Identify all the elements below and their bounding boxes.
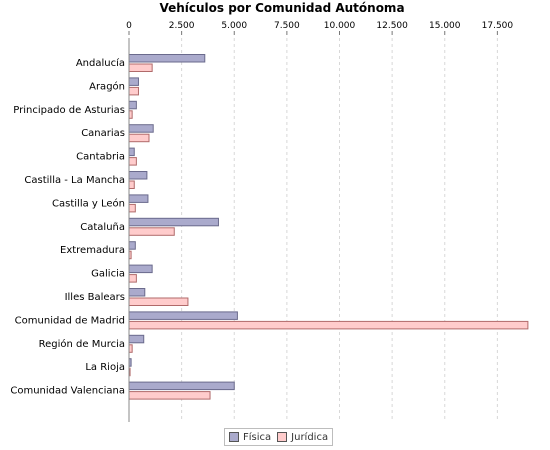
category-label: Comunidad Valenciana [10, 386, 125, 397]
legend-label-fisica: Física [243, 431, 272, 443]
category-label: Illes Balears [65, 292, 125, 303]
x-axis-ticks: 0 2.500 5.000 7.500 10.000 12.500 15.000 17.500 [126, 21, 513, 35]
bar-juridica [128, 86, 139, 96]
bar-juridica [128, 297, 189, 306]
legend-label-juridica: Jurídica [291, 431, 329, 443]
legend-item-juridica: Jurídica [277, 432, 328, 443]
bar-fisica [128, 147, 135, 157]
bar-fisica [128, 54, 206, 63]
x-tick-label: 0 [126, 21, 132, 31]
grid-lines [181, 38, 498, 422]
bar-fisica [128, 171, 148, 180]
category-label: Región de Murcia [39, 338, 125, 350]
bar-fisica [128, 381, 235, 391]
category-label: Castilla y León [52, 197, 125, 209]
category-label: Andalucía [76, 57, 125, 69]
bar-fisica [128, 334, 145, 344]
bar-juridica [128, 391, 211, 400]
bar-juridica [128, 157, 137, 166]
bar-fisica [128, 124, 154, 133]
bar-fisica [128, 288, 146, 297]
category-label: Aragón [89, 80, 125, 92]
bar-juridica [128, 320, 529, 330]
category-label: Canarias [81, 128, 125, 139]
chart-title: Vehículos por Comunidad Autónoma [159, 1, 404, 15]
x-tick-label: 2.500 [169, 21, 195, 31]
category-label: Extremadura [60, 245, 125, 256]
category-label: Comunidad de Madrid [15, 315, 125, 326]
bar-fisica [128, 241, 136, 250]
x-tick-label: 5.000 [221, 21, 247, 31]
bar-juridica [128, 180, 135, 189]
x-tick-label: 10.000 [324, 21, 356, 31]
category-label: Galicia [91, 269, 125, 280]
x-tick-label: 17.500 [482, 21, 514, 31]
bar-fisica [128, 77, 139, 86]
bar-fisica [128, 217, 219, 227]
category-labels: Andalucía Aragón Principado de Asturias Can… [10, 57, 125, 397]
bar-juridica [128, 274, 137, 283]
x-tick-label: 7.500 [274, 21, 300, 31]
legend-swatch-fisica [229, 432, 239, 442]
legend-item-fisica: Física [229, 432, 271, 443]
category-label: La Rioja [85, 362, 125, 373]
category-label: Cantabria [76, 152, 125, 163]
bar-juridica [128, 63, 153, 72]
x-tick-label: 15.000 [429, 21, 461, 31]
bar-juridica [128, 203, 136, 213]
legend-swatch-juridica [277, 432, 288, 442]
category-label: Castilla - La Mancha [24, 175, 125, 186]
x-tick-label: 12.500 [376, 21, 408, 31]
category-label: Principado de Asturias [13, 105, 125, 116]
bar-fisica [128, 100, 137, 110]
legend: Física Jurídica [224, 428, 334, 446]
bar-fisica [128, 311, 238, 320]
bar-juridica [128, 227, 175, 236]
category-label: Cataluña [80, 222, 125, 233]
bar-fisica [128, 194, 149, 203]
bars [128, 54, 529, 400]
bar-juridica [128, 133, 150, 143]
bar-fisica [128, 264, 153, 274]
